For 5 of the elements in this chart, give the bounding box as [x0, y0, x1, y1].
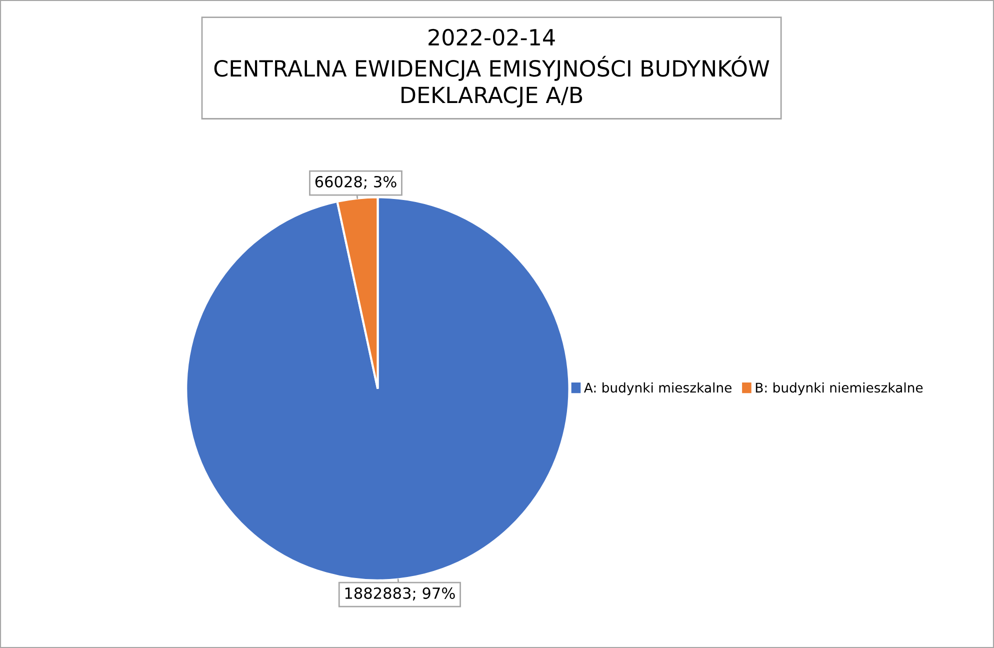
- legend-label: A: budynki mieszkalne: [584, 382, 732, 396]
- chart-title: 2022-02-14 CENTRALNA EWIDENCJA EMISYJNOŚCI BUDYNKÓW DEKLARACJE A/B: [214, 28, 770, 108]
- legend-label: B: budynki niemieszkalne: [756, 382, 923, 396]
- data-label: 66028; 3%: [315, 176, 396, 190]
- data-label: 1882883; 97%: [345, 587, 455, 601]
